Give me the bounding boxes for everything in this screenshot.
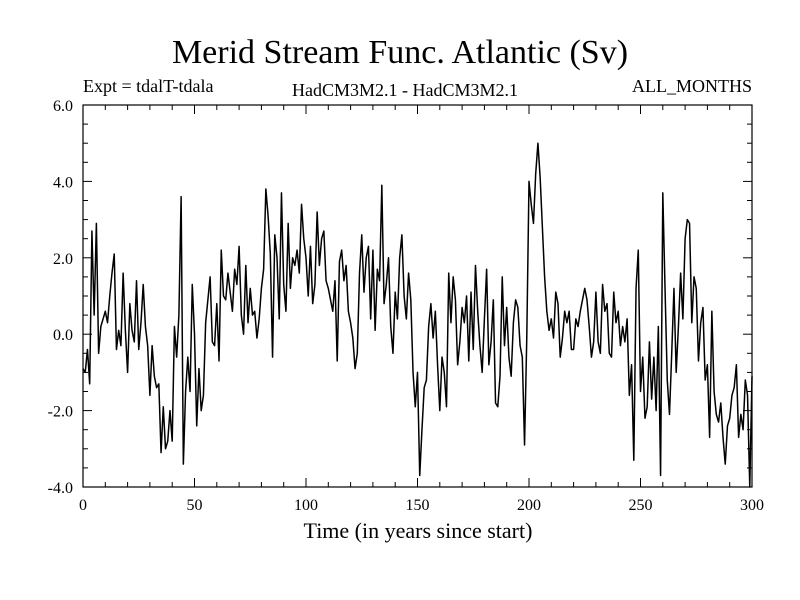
y-tick-label: -2.0	[48, 404, 73, 421]
y-tick-label: 0.0	[53, 327, 73, 344]
x-tick-label: 100	[294, 497, 318, 514]
y-tick-label: 2.0	[53, 251, 73, 268]
x-tick-label: 200	[517, 497, 541, 514]
y-axis-tick-labels: -4.0 -2.0 0.0 2.0 4.0 6.0	[48, 98, 73, 497]
y-tick-label: -4.0	[48, 480, 73, 497]
y-tick-label: 6.0	[53, 98, 73, 115]
chart-subtitle-months: ALL_MONTHS	[632, 76, 752, 96]
series-line	[82, 142, 753, 488]
chart-subtitle-experiment: Expt = tdalT-tdala	[83, 76, 214, 96]
x-axis-tick-labels: 0 50 100 150 200 250 300	[79, 497, 764, 514]
x-axis-label: Time (in years since start)	[304, 518, 533, 543]
chart-subtitle-models: HadCM3M2.1 - HadCM3M2.1	[292, 80, 519, 100]
x-tick-label: 300	[740, 497, 764, 514]
x-tick-label: 250	[629, 497, 653, 514]
chart-title: Merid Stream Func. Atlantic (Sv)	[171, 34, 629, 71]
x-tick-label: 0	[79, 497, 87, 514]
x-tick-label: 150	[406, 497, 430, 514]
y-tick-label: 4.0	[53, 174, 73, 191]
x-tick-label: 50	[187, 497, 203, 514]
